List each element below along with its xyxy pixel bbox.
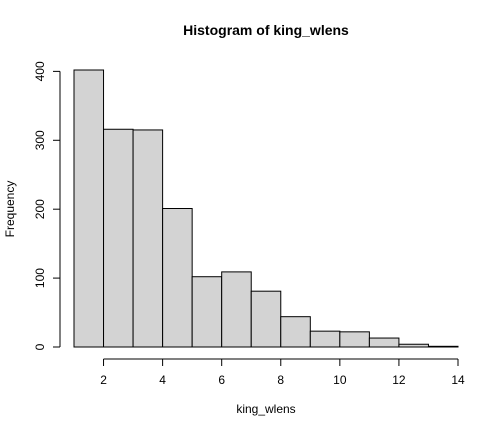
y-tick-label: 0	[33, 343, 47, 350]
x-tick-label: 8	[277, 373, 284, 387]
x-axis-label: king_wlens	[236, 402, 295, 416]
histogram-bar-7	[280, 316, 311, 348]
x-tick-label: 2	[100, 373, 107, 387]
histogram-bar-8	[309, 330, 341, 348]
x-tick-label: 10	[333, 373, 347, 387]
histogram-bar-3	[162, 208, 193, 348]
y-tick-label: 300	[33, 130, 47, 150]
x-tick-label: 12	[392, 373, 406, 387]
bars-group	[73, 69, 459, 348]
histogram-bar-5	[221, 271, 252, 348]
y-axis: 0 100 200 300 400	[33, 61, 61, 350]
histogram-bar-9	[339, 331, 370, 348]
histogram-bar-12	[427, 345, 459, 348]
x-axis: 2 4 6 8 10 12 14	[100, 358, 465, 387]
histogram-bar-2	[132, 129, 164, 348]
y-tick-label: 200	[33, 199, 47, 219]
histogram-bar-11	[398, 343, 429, 348]
x-tick-label: 4	[159, 373, 166, 387]
x-tick-label: 6	[218, 373, 225, 387]
chart-title: Histogram of king_wlens	[183, 22, 349, 38]
x-tick-label: 14	[451, 373, 465, 387]
histogram-bar-1	[103, 128, 134, 348]
histogram-bar-6	[250, 290, 282, 348]
y-tick-label: 100	[33, 268, 47, 288]
histogram-bar-4	[191, 276, 223, 348]
y-axis-label: Frequency	[3, 181, 17, 238]
histogram-bar-10	[368, 337, 400, 348]
y-tick-label: 400	[33, 61, 47, 81]
histogram-bar-0	[73, 69, 105, 348]
